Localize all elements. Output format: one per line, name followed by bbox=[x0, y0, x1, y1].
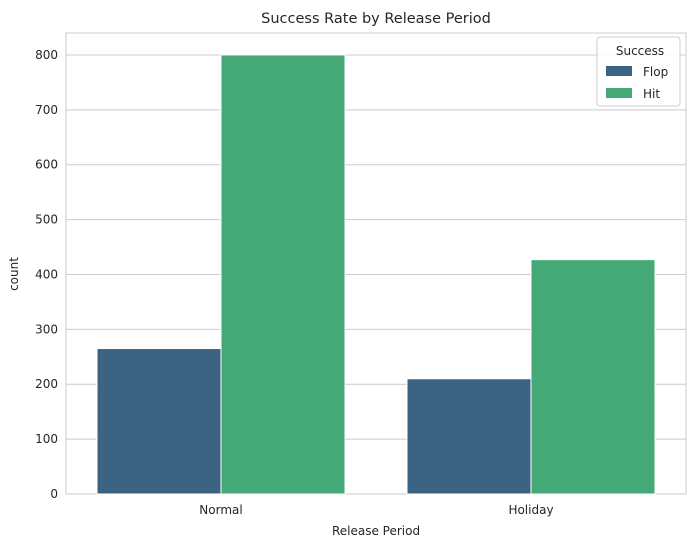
y-tick-label: 800 bbox=[35, 48, 58, 62]
legend-swatch-flop bbox=[606, 66, 632, 76]
legend: Success Flop Hit bbox=[596, 36, 681, 107]
chart-title: Success Rate by Release Period bbox=[261, 11, 491, 27]
bars bbox=[96, 54, 656, 495]
bar-flop-normal bbox=[96, 348, 222, 495]
x-tick-label: Normal bbox=[199, 503, 242, 517]
bar-flop-holiday bbox=[406, 378, 532, 495]
bar-hit-holiday bbox=[530, 259, 656, 495]
y-axis-ticks: 0 100 200 300 400 500 600 700 800 bbox=[35, 48, 58, 501]
y-axis-label: count bbox=[7, 257, 21, 291]
y-tick-label: 700 bbox=[35, 103, 58, 117]
plot-area-frame bbox=[65, 32, 687, 495]
x-axis-ticks: Normal Holiday bbox=[199, 503, 553, 517]
legend-label-flop: Flop bbox=[643, 65, 668, 79]
legend-swatch-hit bbox=[606, 88, 632, 98]
legend-title: Success bbox=[616, 44, 664, 58]
y-tick-label: 300 bbox=[35, 322, 58, 336]
y-tick-label: 100 bbox=[35, 432, 58, 446]
y-tick-label: 400 bbox=[35, 267, 58, 281]
bar-hit-normal bbox=[220, 54, 346, 495]
y-tick-label: 600 bbox=[35, 158, 58, 172]
y-tick-label: 500 bbox=[35, 213, 58, 227]
x-axis-label: Release Period bbox=[332, 524, 420, 538]
legend-label-hit: Hit bbox=[643, 87, 660, 101]
y-tick-label: 0 bbox=[50, 487, 58, 501]
y-tick-label: 200 bbox=[35, 377, 58, 391]
x-tick-label: Holiday bbox=[508, 503, 553, 517]
